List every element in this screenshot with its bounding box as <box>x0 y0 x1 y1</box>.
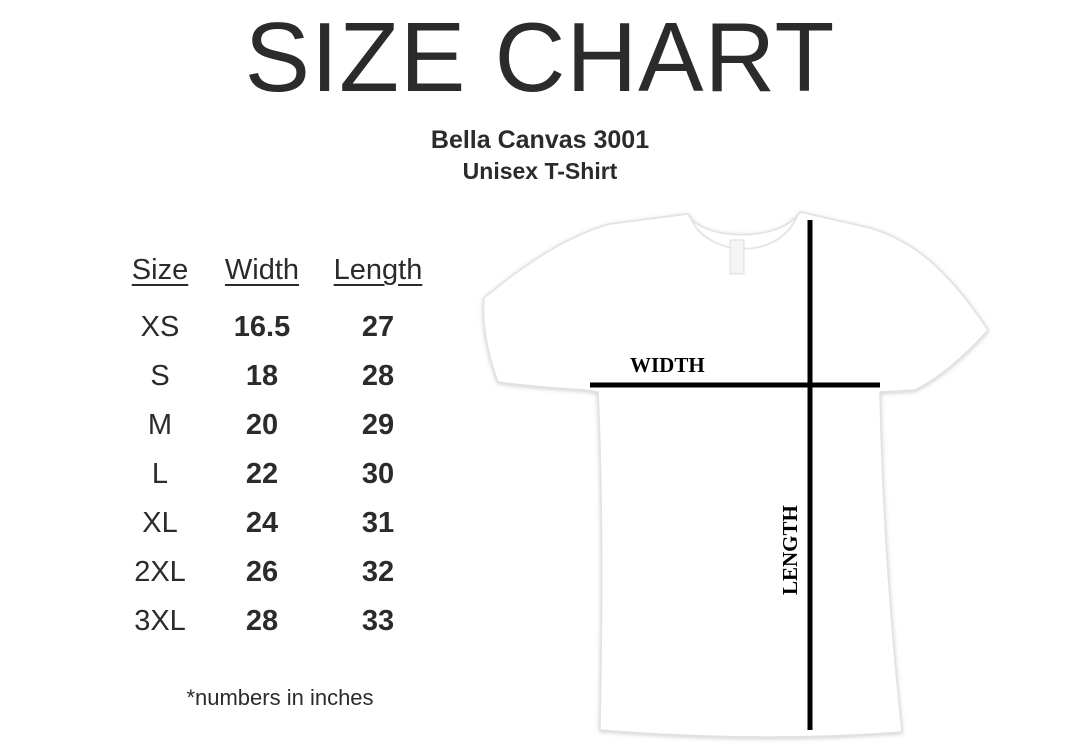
cell-length: 28 <box>361 360 395 392</box>
cell-width: 28 <box>245 605 279 637</box>
cell-width: 18 <box>245 360 279 392</box>
cell-length: 27 <box>361 311 395 343</box>
cell-size: 2XL <box>134 556 186 588</box>
cell-size: XS <box>140 311 180 343</box>
cell-size: L <box>151 458 169 490</box>
header-size: Size <box>131 254 189 286</box>
cell-size: 3XL <box>134 605 186 637</box>
cell-size: M <box>147 409 173 441</box>
cell-size: XL <box>142 507 178 539</box>
product-name: Bella Canvas 3001 <box>430 126 650 154</box>
length-label: LENGTH <box>778 505 802 595</box>
cell-length: 32 <box>361 556 395 588</box>
units-note: *numbers in inches <box>186 685 374 710</box>
cell-width: 26 <box>245 556 279 588</box>
cell-length: 30 <box>361 458 395 490</box>
cell-size: S <box>150 360 170 392</box>
cell-width: 22 <box>245 458 279 490</box>
cell-width: 24 <box>245 507 279 539</box>
product-type: Unisex T-Shirt <box>462 158 618 184</box>
header-width: Width <box>224 254 300 286</box>
width-label: WIDTH <box>630 353 705 377</box>
cell-length: 31 <box>361 507 395 539</box>
page-title: SIZE CHART <box>244 2 836 112</box>
cell-length: 29 <box>361 409 395 441</box>
tshirt-shape <box>482 211 989 738</box>
size-tag-icon <box>729 239 745 275</box>
header-length: Length <box>333 254 423 286</box>
cell-width: 20 <box>245 409 279 441</box>
cell-length: 33 <box>361 605 395 637</box>
cell-width: 16.5 <box>233 311 291 343</box>
